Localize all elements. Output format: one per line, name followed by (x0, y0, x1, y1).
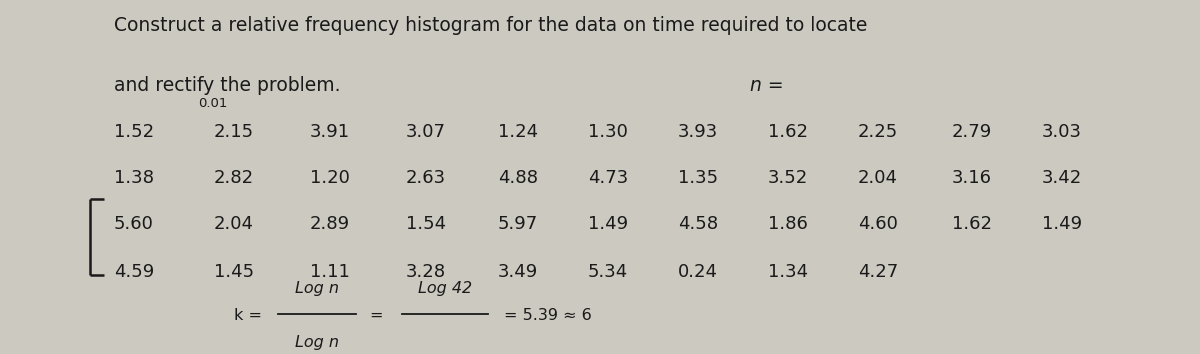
Text: 4.73: 4.73 (588, 169, 629, 187)
Text: 5.34: 5.34 (588, 263, 629, 281)
Text: 3.07: 3.07 (406, 124, 445, 141)
Text: 1.34: 1.34 (768, 263, 808, 281)
Text: 2.63: 2.63 (406, 169, 445, 187)
Text: 1.11: 1.11 (310, 263, 349, 281)
Text: 0.24: 0.24 (678, 263, 718, 281)
Text: 3.42: 3.42 (1042, 169, 1082, 187)
Text: 1.30: 1.30 (588, 124, 628, 141)
Text: 5.60: 5.60 (114, 215, 154, 233)
Text: 1.38: 1.38 (114, 169, 154, 187)
Text: 2.89: 2.89 (310, 215, 349, 233)
Text: Log n: Log n (295, 335, 340, 350)
Text: 4.27: 4.27 (858, 263, 899, 281)
Text: and rectify the problem.: and rectify the problem. (114, 76, 341, 95)
Text: 1.62: 1.62 (768, 124, 808, 141)
Text: 1.20: 1.20 (310, 169, 349, 187)
Text: 0.01: 0.01 (198, 97, 227, 110)
Text: 1.24: 1.24 (498, 124, 538, 141)
Text: 4.60: 4.60 (858, 215, 898, 233)
Text: 1.54: 1.54 (406, 215, 445, 233)
Text: n =: n = (750, 76, 784, 95)
Text: 1.45: 1.45 (214, 263, 253, 281)
Text: 1.49: 1.49 (588, 215, 628, 233)
Text: 4.59: 4.59 (114, 263, 155, 281)
Text: 2.79: 2.79 (952, 124, 992, 141)
Text: 1.86: 1.86 (768, 215, 808, 233)
Text: Log n: Log n (295, 281, 340, 296)
Text: 1.49: 1.49 (1042, 215, 1081, 233)
Text: 5.97: 5.97 (498, 215, 539, 233)
Text: =: = (370, 308, 383, 323)
Text: 3.28: 3.28 (406, 263, 445, 281)
Text: 3.52: 3.52 (768, 169, 809, 187)
Text: 2.82: 2.82 (214, 169, 253, 187)
Text: 1.62: 1.62 (952, 215, 991, 233)
Text: 2.25: 2.25 (858, 124, 899, 141)
Text: 4.88: 4.88 (498, 169, 538, 187)
Text: 2.04: 2.04 (858, 169, 898, 187)
Text: 3.91: 3.91 (310, 124, 349, 141)
Text: k =: k = (234, 308, 262, 323)
Text: 2.15: 2.15 (214, 124, 253, 141)
Text: 2.04: 2.04 (214, 215, 253, 233)
Text: = 5.39 ≈ 6: = 5.39 ≈ 6 (504, 308, 592, 323)
Text: 1.52: 1.52 (114, 124, 154, 141)
Text: 3.03: 3.03 (1042, 124, 1081, 141)
Text: 3.16: 3.16 (952, 169, 991, 187)
Text: Log 42: Log 42 (418, 281, 473, 296)
Text: Construct a relative frequency histogram for the data on time required to locate: Construct a relative frequency histogram… (114, 16, 868, 35)
Text: 3.93: 3.93 (678, 124, 719, 141)
Text: 1.35: 1.35 (678, 169, 718, 187)
Text: 3.49: 3.49 (498, 263, 539, 281)
Text: 4.58: 4.58 (678, 215, 718, 233)
